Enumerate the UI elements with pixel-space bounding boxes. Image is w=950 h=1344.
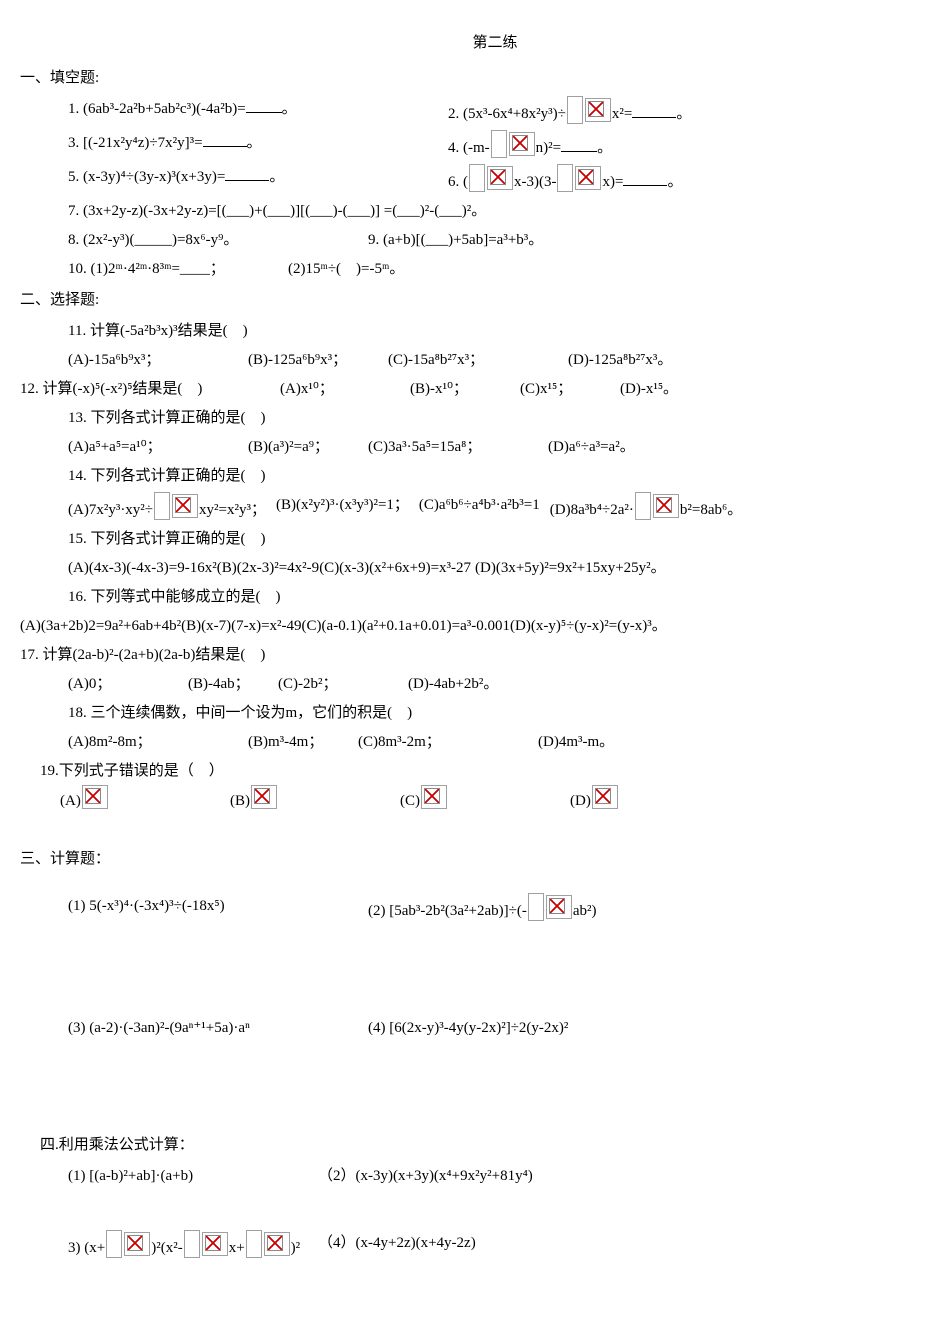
q8: 8. (2x²-y³)(_____)=8x⁶-y⁹。: [68, 227, 368, 254]
q10-2: (2)15ᵐ÷( )=-5ᵐ。: [288, 256, 404, 283]
q6-right: 6. (x-3)(3-x)=。: [448, 164, 682, 196]
q18-C: (C)8m³-2m；: [358, 729, 538, 756]
broken-image-icon: [592, 785, 618, 809]
q19-C: (C): [400, 785, 570, 815]
page-title: 第二练: [20, 30, 950, 57]
s3-q3: (3) (a-2)·(-3an)²-(9aⁿ⁺¹+5a)·aⁿ: [68, 1015, 368, 1042]
s4-q2: （2）(x-3y)(x+3y)(x⁴+9x²y²+81y⁴): [318, 1163, 533, 1190]
s4-q1: (1) [(a-b)²+ab]·(a+b): [68, 1163, 318, 1190]
q16-A: (A)(3a+2b)2=9a²+6ab+4b²: [20, 613, 181, 640]
q16: 16. 下列等式中能够成立的是( ): [20, 584, 950, 611]
s4-q3: 3) (x+)²(x²-x+)²: [68, 1230, 318, 1262]
q16-C: (C)(a-0.1)(a²+0.1a+0.01)=a³-0.001: [302, 613, 510, 640]
q12-A: (A)x¹⁰；: [280, 376, 410, 403]
q1-left: 1. (6ab³-2a²b+5ab²c³)(-4a²b)=。: [68, 96, 448, 128]
q7: 7. (3x+2y-z)(-3x+2y-z)=[(___)+(___)][(__…: [20, 198, 950, 225]
q12-D: (D)-x¹⁵。: [620, 376, 678, 403]
broken-image-icon: [567, 96, 583, 124]
q14: 14. 下列各式计算正确的是( ): [20, 463, 950, 490]
q11: 11. 计算(-5a²b³x)³结果是( ): [20, 318, 950, 345]
q15-D: (D)(3x+5y)²=9x²+15xy+25y²。: [471, 555, 666, 582]
broken-image-icon: [251, 785, 277, 809]
q2-right: 2. (5x³-6x⁴+8x²y³)÷x²=。: [448, 96, 691, 128]
q17-A: (A)0；: [68, 671, 188, 698]
q19-A: (A): [60, 785, 230, 815]
q19-B: (B): [230, 785, 400, 815]
broken-image-icon: [653, 494, 679, 518]
q17-D: (D)-4ab+2b²。: [408, 671, 498, 698]
s3-q2: (2) [5ab³-2b²(3a²+2ab)]÷(-ab²): [368, 893, 597, 925]
broken-image-icon: [487, 166, 513, 190]
broken-image-icon: [124, 1232, 150, 1256]
q15-B: (B)(2x-3)²=4x²-9: [217, 555, 319, 582]
broken-image-icon: [202, 1232, 228, 1256]
broken-image-icon: [491, 130, 507, 158]
broken-image-icon: [469, 164, 485, 192]
broken-image-icon: [635, 492, 651, 520]
q11-C: (C)-15a⁸b²⁷x³；: [388, 347, 568, 374]
q11-A: (A)-15a⁶b⁹x³；: [68, 347, 248, 374]
q13-B: (B)(a³)²=a⁹；: [248, 434, 368, 461]
broken-image-icon: [575, 166, 601, 190]
broken-image-icon: [546, 895, 572, 919]
q16-D: (D)(x-y)⁵÷(y-x)²=(y-x)³。: [510, 613, 667, 640]
s3-q1: (1) 5(-x³)⁴·(-3x⁴)³÷(-18x⁵): [68, 893, 368, 925]
q14-B: (B)(x²y²)³·(x³y³)²=1；: [266, 492, 409, 524]
q10-1: 10. (1)2ᵐ·4²ᵐ·8³ᵐ=____；: [68, 256, 288, 283]
q16-B: (B)(x-7)(7-x)=x²-49: [181, 613, 301, 640]
s4-q4: （4）(x-4y+2z)(x+4y-2z): [318, 1230, 476, 1262]
broken-image-icon: [184, 1230, 200, 1258]
q5-left: 5. (x-3y)⁴÷(3y-x)³(x+3y)=。: [68, 164, 448, 196]
broken-image-icon: [154, 492, 170, 520]
q18-D: (D)4m³-m。: [538, 729, 614, 756]
q12: 12. 计算(-x)⁵(-x²)⁵结果是( ): [20, 376, 280, 403]
broken-image-icon: [264, 1232, 290, 1256]
q14-A: (A)7x²y³·xy²÷xy²=x²y³；: [68, 492, 266, 524]
section-3-heading: 三、计算题：: [20, 846, 950, 873]
broken-image-icon: [82, 785, 108, 809]
q19: 19.下列式子错误的是（ ）: [20, 758, 950, 785]
s3-q4: (4) [6(2x-y)³-4y(y-2x)²]÷2(y-2x)²: [368, 1015, 568, 1042]
q13-A: (A)a⁵+a⁵=a¹⁰；: [68, 434, 248, 461]
q13: 13. 下列各式计算正确的是( ): [20, 405, 950, 432]
q17-C: (C)-2b²；: [278, 671, 408, 698]
q12-B: (B)-x¹⁰；: [410, 376, 520, 403]
q18: 18. 三个连续偶数，中间一个设为m，它们的积是( ): [20, 700, 950, 727]
q17: 17. 计算(2a-b)²-(2a+b)(2a-b)结果是( ): [20, 642, 950, 669]
q18-A: (A)8m²-8m；: [68, 729, 248, 756]
q15-C: (C)(x-3)(x²+6x+9)=x³-27: [319, 555, 471, 582]
q12-C: (C)x¹⁵；: [520, 376, 620, 403]
broken-image-icon: [106, 1230, 122, 1258]
q9: 9. (a+b)[(___)+5ab]=a³+b³。: [368, 227, 543, 254]
q17-B: (B)-4ab；: [188, 671, 278, 698]
q15: 15. 下列各式计算正确的是( ): [20, 526, 950, 553]
broken-image-icon: [172, 494, 198, 518]
q14-C: (C)a⁶b⁶÷a⁴b³·a²b³=1: [409, 492, 540, 524]
q19-D: (D): [570, 785, 740, 815]
q4-right: 4. (-m-n)²=。: [448, 130, 612, 162]
q14-D: (D)8a³b⁴÷2a²·b²=8ab⁶。: [540, 492, 742, 524]
broken-image-icon: [246, 1230, 262, 1258]
broken-image-icon: [421, 785, 447, 809]
q3-left: 3. [(-21x²y⁴z)÷7x²y]³=。: [68, 130, 448, 162]
section-1-heading: 一、填空题:: [20, 65, 950, 92]
q13-D: (D)a⁶÷a³=a²。: [548, 434, 635, 461]
q11-D: (D)-125a⁸b²⁷x³。: [568, 347, 672, 374]
broken-image-icon: [557, 164, 573, 192]
q15-A: (A)(4x-3)(-4x-3)=9-16x²: [68, 555, 217, 582]
q18-B: (B)m³-4m；: [248, 729, 358, 756]
broken-image-icon: [528, 893, 544, 921]
broken-image-icon: [509, 132, 535, 156]
q11-B: (B)-125a⁶b⁹x³；: [248, 347, 388, 374]
q13-C: (C)3a³·5a⁵=15a⁸；: [368, 434, 548, 461]
section-2-heading: 二、选择题:: [20, 287, 950, 314]
broken-image-icon: [585, 98, 611, 122]
section-4-heading: 四.利用乘法公式计算：: [20, 1132, 950, 1159]
